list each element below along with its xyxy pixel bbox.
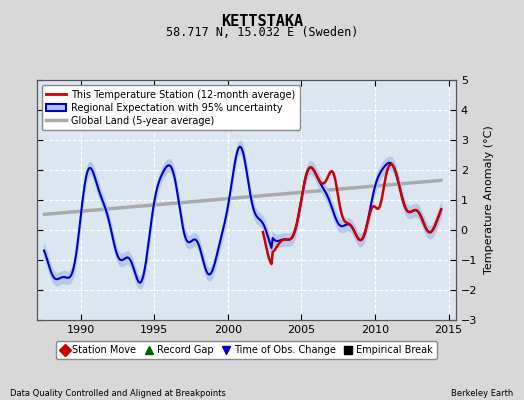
Legend: Station Move, Record Gap, Time of Obs. Change, Empirical Break: Station Move, Record Gap, Time of Obs. C… xyxy=(56,341,436,359)
Text: 58.717 N, 15.032 E (Sweden): 58.717 N, 15.032 E (Sweden) xyxy=(166,26,358,39)
Text: KETTSTAKA: KETTSTAKA xyxy=(221,14,303,29)
Text: Berkeley Earth: Berkeley Earth xyxy=(451,389,514,398)
Text: Data Quality Controlled and Aligned at Breakpoints: Data Quality Controlled and Aligned at B… xyxy=(10,389,226,398)
Legend: This Temperature Station (12-month average), Regional Expectation with 95% uncer: This Temperature Station (12-month avera… xyxy=(41,85,300,130)
Y-axis label: Temperature Anomaly (°C): Temperature Anomaly (°C) xyxy=(484,126,494,274)
